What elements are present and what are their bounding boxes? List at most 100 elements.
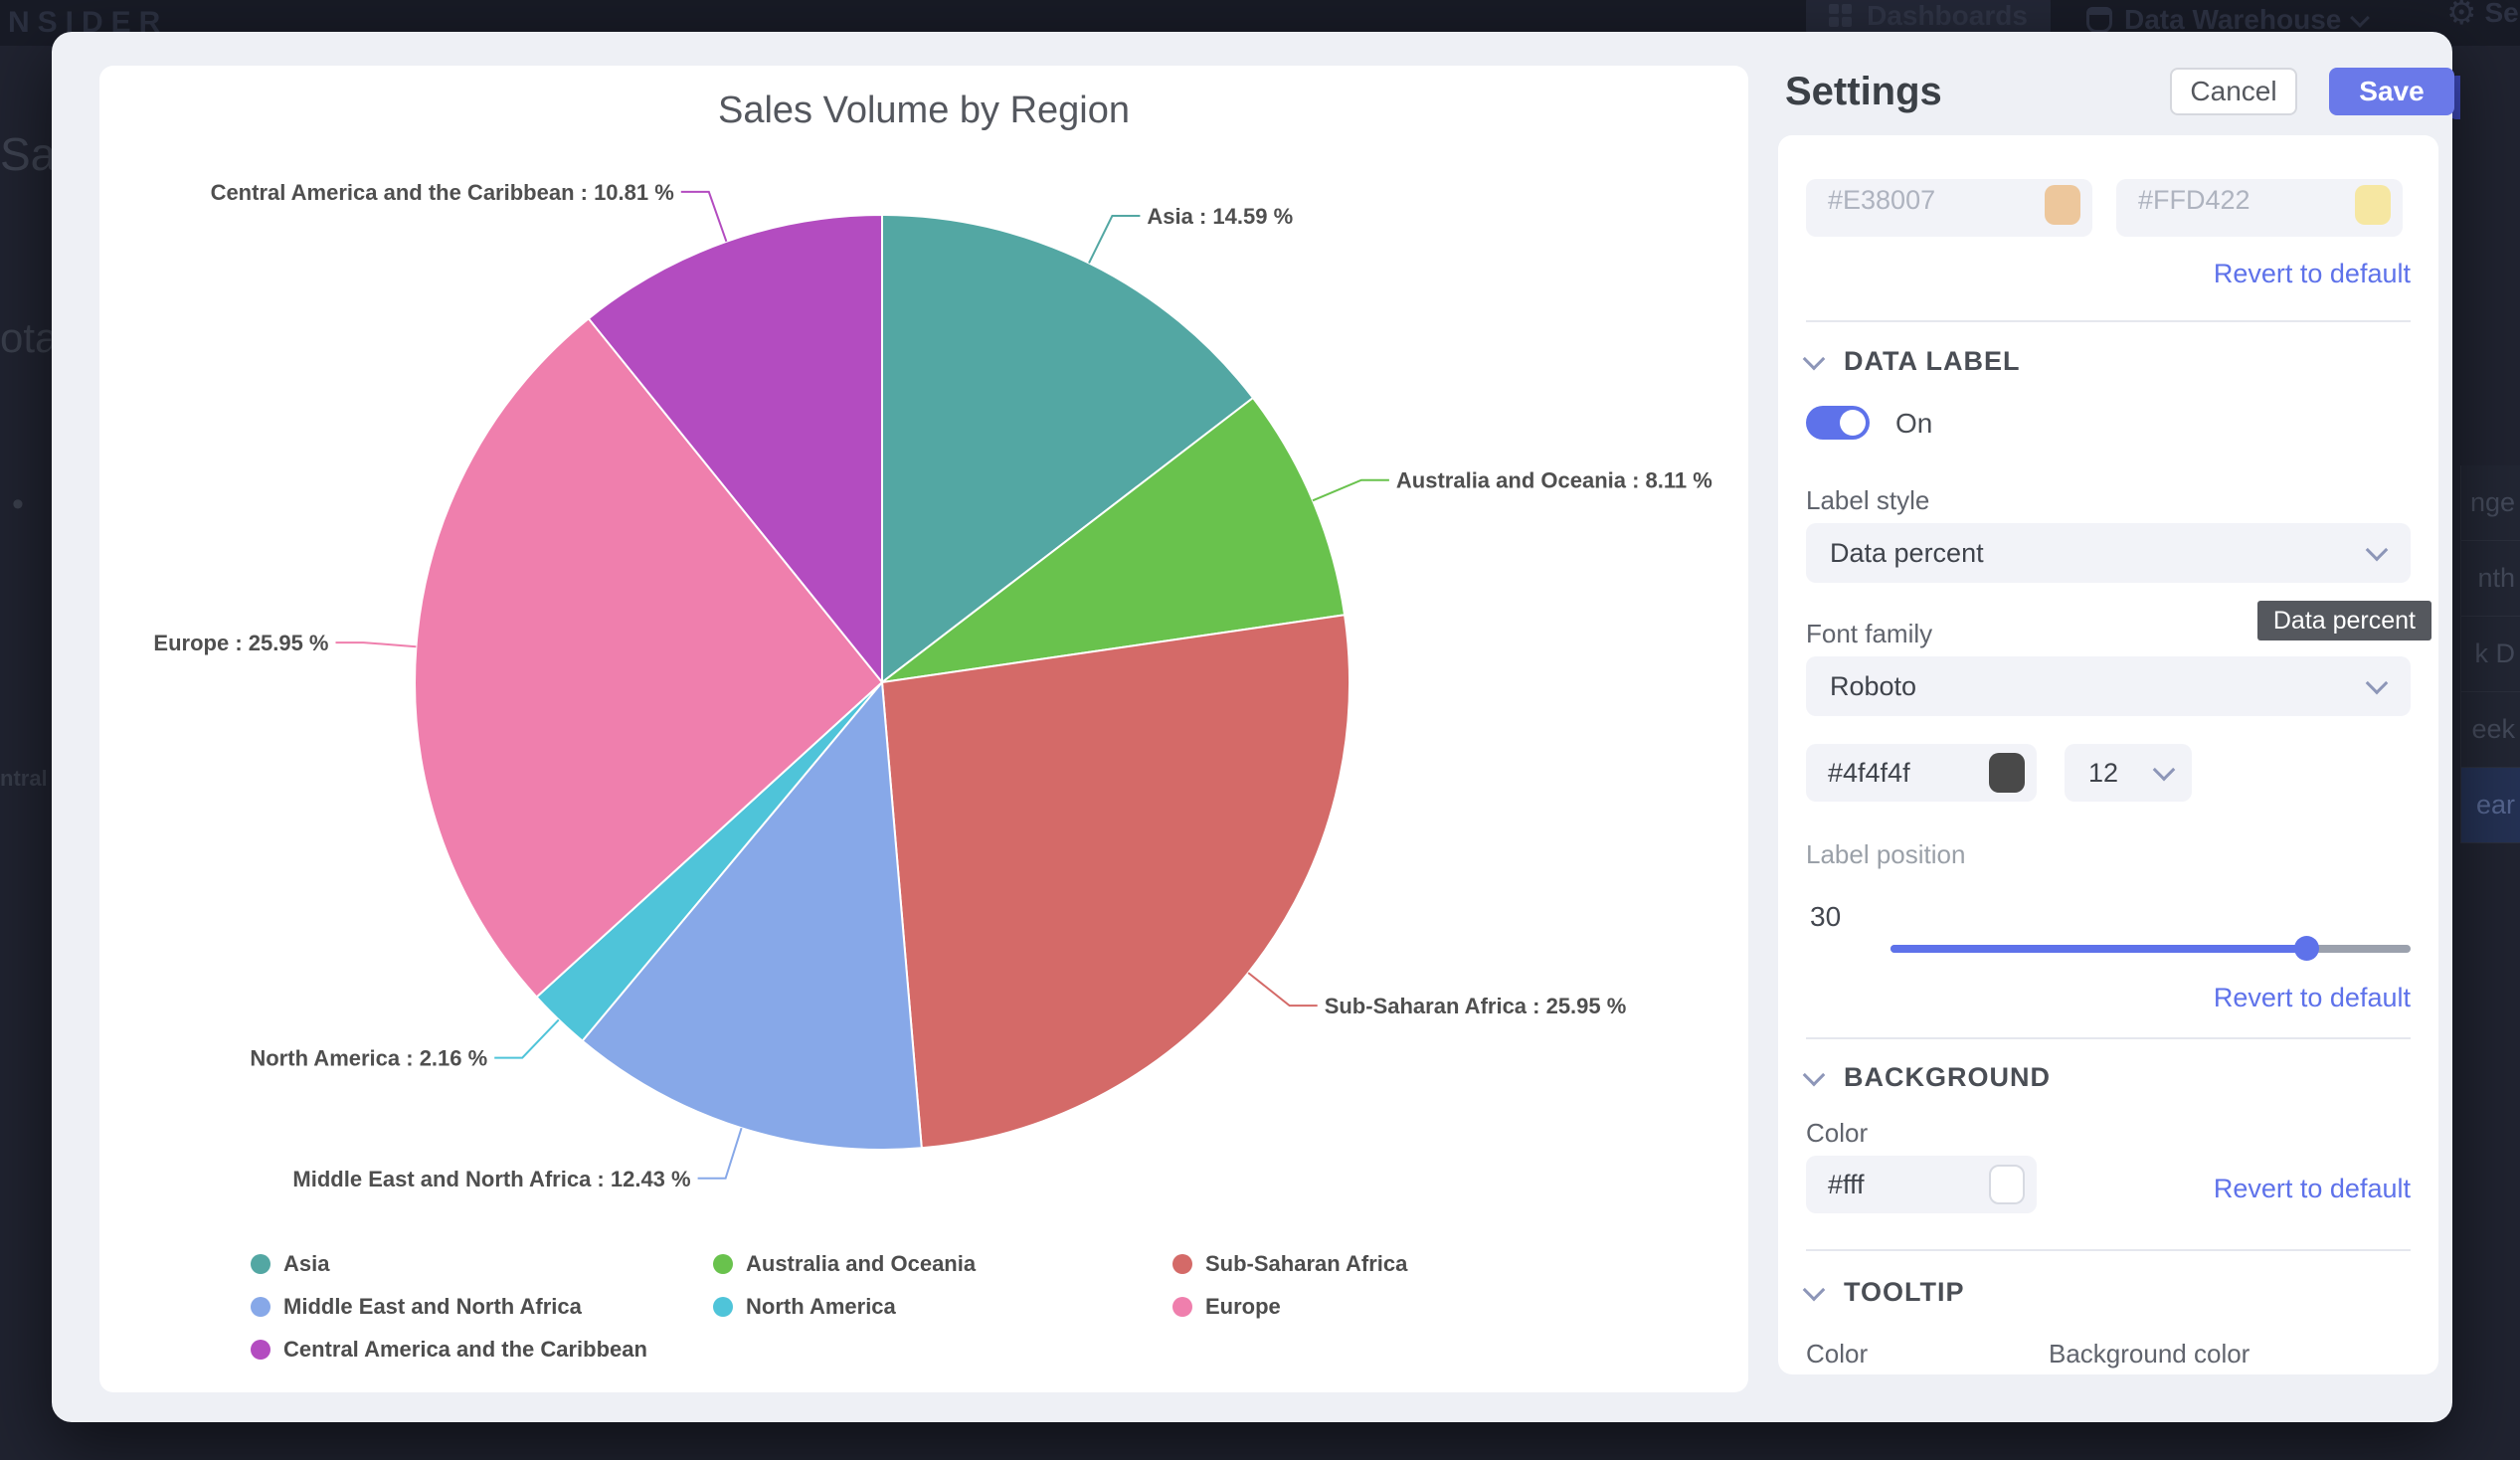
legend-label: Sub-Saharan Africa [1205,1251,1408,1276]
dashboards-label: Dashboards [1867,0,2028,31]
label-position-label: Label position [1806,839,1966,869]
database-icon [2086,7,2112,33]
settings-nav-label: Se [2484,0,2519,28]
pie-label-line [1247,972,1318,1007]
legend-color-dot [713,1254,733,1274]
revert-to-default-link-colors[interactable]: Revert to default [2213,259,2411,288]
pie-slice-5[interactable] [414,317,883,999]
series-color-value-1: #E38007 [1828,184,1936,215]
series-color-swatch-2[interactable] [2355,185,2391,225]
label-style-label: Label style [1806,485,1930,515]
data-label-toggle[interactable] [1806,406,1870,440]
label-color-input[interactable]: #4f4f4f [1806,744,2037,802]
legend-label: Europe [1205,1294,1281,1319]
tooltip-color-label: Color [1806,1339,1869,1369]
font-family-label: Font family [1806,619,1933,648]
section-divider [1806,1249,2411,1251]
background-color-label: Color [1806,1118,1869,1148]
toggle-knob [1840,410,1866,436]
pie-data-label: Middle East and North Africa : 12.43 % [292,1167,690,1191]
legend-label: Australia and Oceania [746,1251,977,1276]
data-label-section-title: DATA LABEL [1844,346,2021,376]
background-menu-item: nth [2461,541,2520,617]
pie-data-label: Australia and Oceania : 8.11 % [1396,468,1712,493]
section-divider [1806,1037,2411,1039]
pie-label-line [335,641,417,648]
pie-data-label: Sub-Saharan Africa : 25.95 % [1325,994,1627,1018]
series-color-input-2[interactable]: #FFD422 [2116,179,2403,237]
pie-slice-6[interactable] [587,214,883,683]
background-color-value: #fff [1828,1169,1865,1199]
tooltip-section-header[interactable]: TOOLTIP [1802,1277,1965,1308]
pie-label-line [1088,215,1141,264]
legend-item[interactable]: Australia and Oceania [713,1251,1172,1277]
chart-preview-card: Sales Volume by Region Asia : 14.59 % Aus… [99,66,1748,1392]
pie-slice-2[interactable] [881,614,1350,1150]
label-position-slider[interactable] [1890,936,2411,961]
legend-label: North America [746,1294,896,1319]
revert-to-default-link-datalabel[interactable]: Revert to default [2213,983,2411,1012]
font-family-select[interactable]: Roboto [1806,656,2411,716]
legend-color-dot [251,1254,270,1274]
legend-color-dot [713,1297,733,1317]
background-section-header[interactable]: BACKGROUND [1802,1062,2051,1093]
legend-color-dot [251,1340,270,1360]
label-size-value: 12 [2088,757,2119,788]
background-page-label-fragment: ntral [0,766,48,791]
legend-item[interactable]: Asia [251,1251,713,1277]
pie-data-label: North America : 2.16 % [250,1046,487,1071]
chevron-down-icon [2365,671,2389,695]
save-button[interactable]: Save [2329,68,2454,115]
slider-fill [1890,945,2307,953]
pie-label-line [680,190,728,243]
settings-options-card: #E38007 #FFD422 Revert to default DATA L… [1778,135,2438,1374]
revert-to-default-link-background[interactable]: Revert to default [2213,1174,2411,1203]
chevron-down-icon [2152,758,2176,782]
data-label-section-header[interactable]: DATA LABEL [1802,346,2021,377]
pie-label-line [1312,478,1389,502]
chevron-down-icon [1802,1063,1826,1086]
series-color-input-1[interactable]: #E38007 [1806,179,2092,237]
gear-icon: ⚙ [2446,0,2477,32]
settings-panel-title: Settings [1785,70,1942,113]
slider-thumb[interactable] [2294,936,2320,961]
background-menu-item: ear [2461,768,2520,843]
chart-legend: Asia Australia and Oceania Sub-Saharan Afr… [251,1251,1407,1363]
label-color-swatch[interactable] [1989,753,2025,793]
legend-item[interactable]: Europe [1172,1294,1407,1320]
legend-label: Asia [283,1251,330,1276]
background-color-input[interactable]: #fff [1806,1156,2037,1213]
legend-item[interactable]: Middle East and North Africa [251,1294,713,1320]
chart-settings-modal: Sales Volume by Region Asia : 14.59 % Aus… [52,32,2454,1422]
label-size-select[interactable]: 12 [2065,744,2192,802]
chevron-down-icon [2350,8,2371,28]
font-family-value: Roboto [1830,670,1917,701]
label-style-select[interactable]: Data percent [1806,523,2411,583]
data-warehouse-dropdown[interactable]: Data Warehouse [2086,0,2371,40]
legend-color-dot [1172,1297,1192,1317]
tooltip-section-title: TOOLTIP [1844,1277,1965,1307]
tooltip-bg-color-label: Background color [2049,1339,2250,1369]
data-warehouse-label: Data Warehouse [2124,4,2342,35]
legend-item[interactable]: Sub-Saharan Africa [1172,1251,1407,1277]
legend-label: Central America and the Caribbean [283,1337,647,1362]
chevron-down-icon [2365,538,2389,562]
legend-color-dot [1172,1254,1192,1274]
cancel-button[interactable]: Cancel [2170,68,2297,115]
pie-label-line [494,1018,560,1059]
background-menu-item: nge [2461,465,2520,541]
settings-nav-item[interactable]: ⚙ Se [2446,0,2519,30]
background-menu-item: k D [2461,617,2520,692]
legend-item[interactable]: Central America and the Caribbean [251,1337,713,1363]
background-color-swatch[interactable] [1989,1165,2025,1204]
legend-color-dot [251,1297,270,1317]
pie-slice-0[interactable] [881,214,1254,683]
legend-item[interactable]: North America [713,1294,1172,1320]
dashboards-grid-icon [1829,4,1853,28]
chevron-down-icon [1802,347,1826,370]
pie-slice-3[interactable] [581,681,923,1151]
pie-data-label: Central America and the Caribbean : 10.8… [211,180,674,205]
series-color-swatch-1[interactable] [2045,185,2080,225]
